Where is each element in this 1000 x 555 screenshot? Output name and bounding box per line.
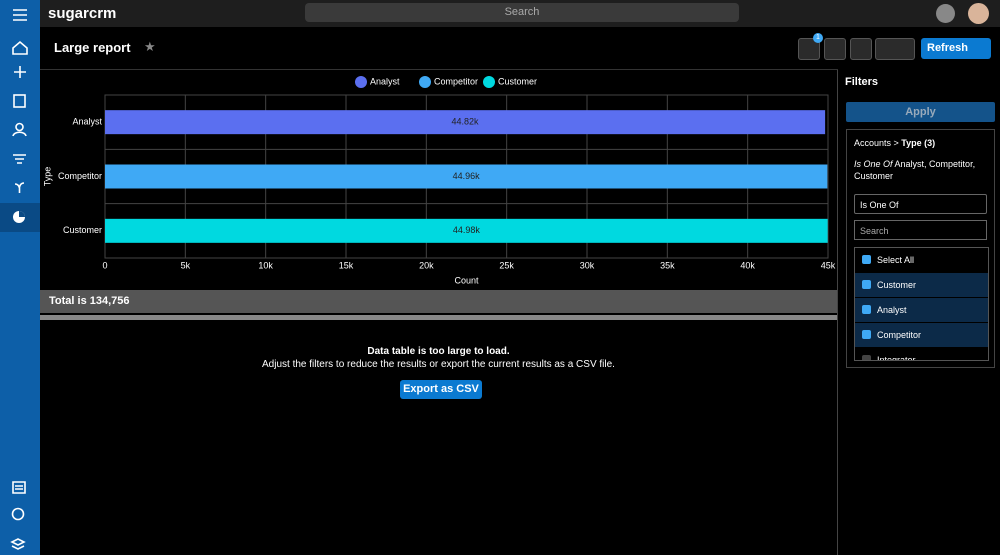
- option-label: Competitor: [877, 330, 922, 340]
- checkbox[interactable]: [862, 305, 871, 314]
- legend-label: Customer: [498, 76, 537, 86]
- value-label: 44.82k: [452, 117, 480, 127]
- x-tick-label: 35k: [660, 260, 675, 270]
- sidebar: [0, 0, 40, 555]
- filter-option[interactable]: Competitor: [855, 323, 988, 347]
- bar: [105, 110, 826, 135]
- checkbox[interactable]: [862, 280, 871, 289]
- legend-swatch: [355, 76, 367, 88]
- option-search[interactable]: Search: [854, 220, 987, 240]
- notifications[interactable]: [936, 4, 955, 23]
- x-tick-label: 15k: [339, 260, 354, 270]
- search-box[interactable]: Search: [305, 3, 739, 22]
- total-bar: Total is 134,756: [40, 290, 837, 313]
- filter-option[interactable]: Integrator: [855, 348, 988, 361]
- apply-button[interactable]: Apply: [846, 102, 995, 122]
- filter-button[interactable]: [798, 38, 820, 60]
- select-all[interactable]: Select All: [855, 248, 988, 272]
- x-tick-label: 0: [102, 260, 107, 270]
- option-label: Integrator: [877, 355, 916, 361]
- filter-option[interactable]: Customer: [855, 273, 988, 297]
- checkbox[interactable]: [862, 330, 871, 339]
- y-axis-title: Type: [42, 167, 52, 187]
- filter-badge: 1: [813, 33, 823, 43]
- refresh-button[interactable]: Refresh: [921, 38, 991, 59]
- legend-label: Competitor: [434, 76, 478, 86]
- favorite-star[interactable]: ★: [144, 39, 156, 54]
- y-tick-label: Competitor: [58, 171, 102, 181]
- resize-handle[interactable]: [40, 315, 837, 320]
- report-title: Large report: [54, 40, 131, 55]
- value-label: 44.96k: [453, 171, 481, 181]
- filter-selection: Analyst, Competitor, Customer: [854, 159, 976, 181]
- x-tick-label: 5k: [181, 260, 191, 270]
- x-tick-label: 40k: [740, 260, 755, 270]
- legend-label: Analyst: [370, 76, 400, 86]
- table-button[interactable]: [824, 38, 846, 60]
- legend-swatch: [419, 76, 431, 88]
- top-bar: sugarcrm Search: [40, 0, 1000, 27]
- y-tick-label: Analyst: [72, 117, 102, 127]
- bar: [105, 164, 828, 189]
- select-all-label: Select All: [877, 255, 915, 265]
- layout-button[interactable]: [875, 38, 915, 60]
- filter-field: Type (3): [901, 138, 936, 148]
- filter-option[interactable]: Analyst: [855, 298, 988, 322]
- x-tick-label: 30k: [580, 260, 595, 270]
- operator-select[interactable]: Is One Of: [854, 194, 987, 214]
- checkbox[interactable]: [862, 355, 871, 360]
- export-button[interactable]: Export as CSV: [400, 380, 482, 399]
- filters-title: Filters: [845, 76, 879, 88]
- x-tick-label: 20k: [419, 260, 434, 270]
- message-body: Adjust the filters to reduce the results…: [262, 359, 615, 370]
- option-list: Select All Customer Analyst Competitor Inte…: [854, 247, 989, 361]
- x-tick-label: 25k: [499, 260, 514, 270]
- brand[interactable]: sugarcrm: [48, 5, 117, 22]
- partial-checkbox: [862, 255, 871, 264]
- filter-card: Accounts > Type (3) Is One Of Analyst, C…: [846, 129, 995, 368]
- avatar[interactable]: [968, 3, 989, 24]
- value-label: 44.98k: [453, 225, 481, 235]
- panel-divider: [837, 70, 838, 555]
- filter-module: Accounts >: [854, 138, 899, 148]
- option-label: Analyst: [877, 305, 907, 315]
- message-title: Data table is too large to load.: [367, 346, 510, 357]
- divider: [40, 69, 838, 70]
- x-tick-label: 10k: [258, 260, 273, 270]
- option-label: Customer: [877, 280, 917, 290]
- chart-button[interactable]: [850, 38, 872, 60]
- x-tick-label: 45k: [821, 260, 836, 270]
- chart: 0 5k 10k 15k 20k 25k 30k 35k 40k 45k 44.82k Analyst…: [42, 76, 836, 285]
- bar: [105, 218, 828, 243]
- filter-operator: Is One Of: [854, 159, 893, 169]
- sidebar-icons: [0, 9, 40, 550]
- legend-swatch: [483, 76, 495, 88]
- y-tick-label: Customer: [63, 225, 102, 235]
- x-axis-title: Count: [454, 275, 479, 285]
